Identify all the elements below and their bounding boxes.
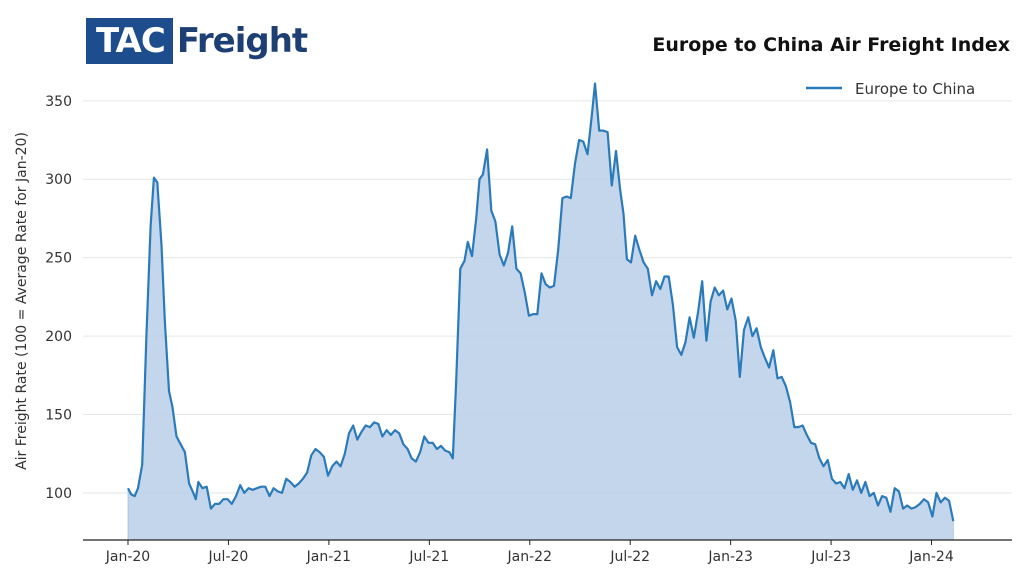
y-tick-label: 200: [45, 329, 72, 345]
legend: Europe to China: [806, 80, 975, 98]
x-tick-label: Jan-22: [507, 549, 552, 565]
legend-label: Europe to China: [855, 80, 975, 98]
y-axis-label: Air Freight Rate (100 = Average Rate for…: [14, 132, 30, 470]
x-tick-label: Jul-23: [810, 549, 851, 565]
x-axis-ticks: Jan-20 Jul-20 Jan-21 Jul-21 Jan-22 Jul-22 Jan-…: [105, 540, 954, 565]
x-tick-label: Jan-24: [908, 549, 954, 565]
logo: TAC Freight: [86, 18, 308, 64]
series-line: [127, 82, 955, 522]
x-tick-label: Jan-23: [707, 549, 752, 565]
logo-freight: Freight: [176, 21, 308, 61]
x-tick-label: Jul-20: [208, 549, 249, 565]
chart-title: Europe to China Air Freight Index: [652, 34, 1010, 56]
logo-tac: TAC: [86, 18, 173, 64]
x-tick-label: Jul-21: [408, 549, 449, 565]
y-axis-ticks: 100 150 200 250 300 350: [45, 94, 72, 502]
y-tick-label: 300: [45, 172, 72, 188]
y-tick-label: 250: [45, 251, 72, 267]
x-tick-label: Jul-22: [609, 549, 650, 565]
y-tick-label: 350: [45, 94, 72, 110]
y-tick-label: 100: [45, 486, 72, 502]
y-tick-label: 150: [45, 408, 72, 424]
x-tick-label: Jan-20: [105, 549, 150, 565]
x-tick-label: Jan-21: [306, 549, 351, 565]
